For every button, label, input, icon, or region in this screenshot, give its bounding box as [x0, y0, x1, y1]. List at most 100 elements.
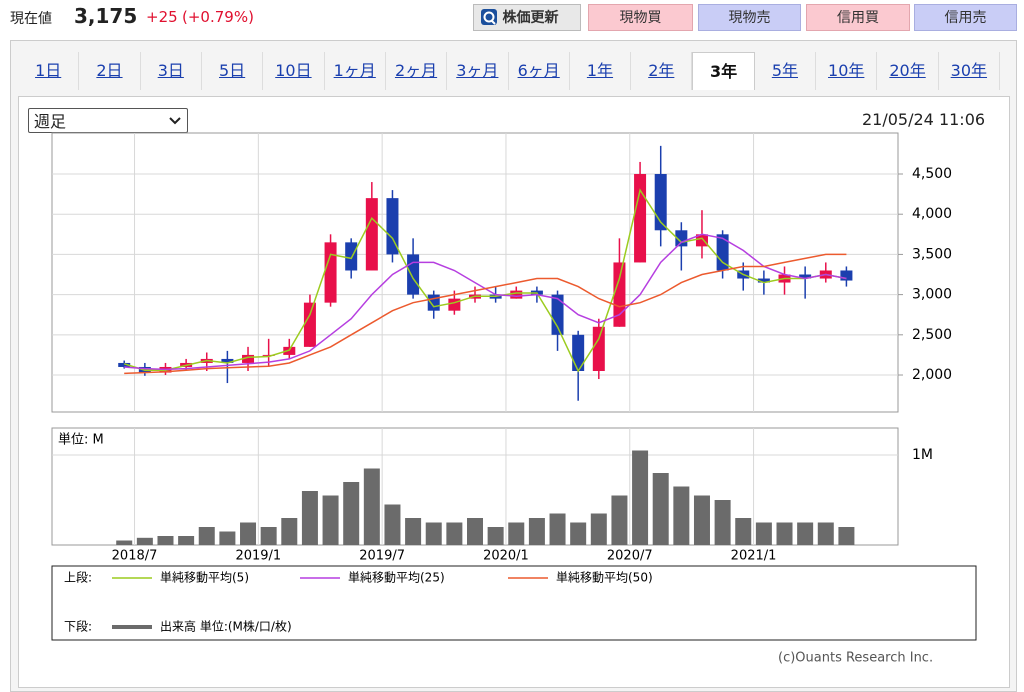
legend-label: 単純移動平均(25): [348, 571, 445, 585]
moving-average-line: [124, 253, 847, 375]
candle-body: [510, 290, 523, 299]
volume-bar: [673, 486, 690, 545]
period-tab[interactable]: 20年: [877, 52, 939, 90]
candle-body: [345, 242, 358, 271]
candle-body: [262, 354, 275, 356]
period-select[interactable]: 週足: [28, 108, 188, 133]
volume-bar: [611, 495, 628, 545]
volume-bar: [714, 500, 731, 545]
period-tab[interactable]: 10年: [816, 52, 878, 90]
volume-bar: [590, 513, 607, 545]
y-tick-label: 3,000: [912, 287, 952, 303]
cash-buy-button[interactable]: 現物買: [588, 4, 693, 31]
volume-bar: [157, 536, 174, 545]
volume-bar: [735, 518, 752, 545]
cash-sell-button[interactable]: 現物売: [698, 4, 801, 31]
period-tab[interactable]: 1日: [18, 52, 80, 90]
x-tick-label: 2021/1: [731, 549, 777, 564]
period-tab[interactable]: 5年: [755, 52, 817, 90]
volume-bar: [817, 522, 834, 545]
period-tab[interactable]: 2日: [79, 52, 141, 90]
candle-body: [283, 346, 296, 355]
price-plot-frame: [51, 132, 899, 413]
legend-label: 出来高 単位:(M株/口/枚): [160, 619, 292, 634]
volume-bar: [776, 522, 793, 545]
volume-bar: [198, 527, 215, 545]
candle-body: [613, 262, 626, 327]
y-tick-label: 4,500: [912, 166, 952, 182]
refresh-label: 株価更新: [502, 10, 559, 26]
y-tick-label: 1M: [912, 447, 933, 463]
volume-bar: [281, 518, 298, 545]
period-tab[interactable]: 2年: [631, 52, 693, 90]
select-chevron: [169, 117, 181, 125]
volume-bar: [405, 518, 422, 545]
margin-buy-button[interactable]: 信用買: [806, 4, 910, 31]
candle-body: [695, 234, 708, 247]
period-tab[interactable]: 3年: [692, 52, 755, 90]
volume-bar: [549, 513, 566, 545]
period-tab[interactable]: 1ヶ月: [325, 52, 386, 90]
y-tick-label: 3,500: [912, 246, 952, 262]
period-tabs: 1日 2日 3日 5日 10日 1ヶ月 2ヶ月 3ヶ月 6ヶ月 1年 2年 3年 5年 10年 20年 30年: [18, 52, 1000, 90]
refresh-icon: [481, 9, 497, 25]
period-tab[interactable]: 30年: [939, 52, 1000, 90]
y-tick-label: 4,000: [912, 206, 952, 222]
candle-body: [840, 270, 853, 281]
volume-bar: [260, 527, 277, 545]
period-tab[interactable]: 1年: [570, 52, 632, 90]
period-tab[interactable]: 3ヶ月: [447, 52, 509, 90]
margin-sell-button[interactable]: 信用売: [914, 4, 1017, 31]
candle-body: [118, 362, 131, 367]
candle-body: [365, 198, 378, 271]
y-tick-label: 2,500: [912, 327, 952, 343]
volume-bar: [570, 522, 587, 545]
volume-bar: [797, 522, 814, 545]
timestamp: 21/05/24 11:06: [862, 110, 986, 129]
candle-body: [572, 334, 585, 371]
y-tick-label: 2,000: [912, 367, 952, 383]
volume-unit-label: 単位: M: [58, 432, 104, 448]
volume-bar: [219, 531, 236, 545]
period-tab[interactable]: 6ヶ月: [509, 52, 570, 90]
period-tab[interactable]: 5日: [202, 52, 264, 90]
candle-body: [303, 302, 316, 347]
period-tab[interactable]: 10日: [263, 52, 325, 90]
volume-bar: [755, 522, 772, 545]
volume-bar: [116, 540, 133, 545]
legend-upper-label: 上段:: [64, 570, 92, 585]
period-tab[interactable]: 3日: [141, 52, 202, 90]
candle-body: [242, 354, 255, 363]
candle-body: [799, 274, 812, 279]
legend-lower-label: 下段:: [64, 619, 92, 634]
legend-label: 単純移動平均(50): [556, 571, 653, 585]
moving-average-line: [123, 188, 847, 373]
volume-bar: [136, 537, 153, 545]
period-tab[interactable]: 2ヶ月: [386, 52, 448, 90]
candle-body: [551, 294, 564, 335]
candle-body: [716, 234, 729, 271]
copyright: (c)Ouants Research Inc.: [778, 651, 933, 666]
x-tick-label: 2020/1: [483, 549, 529, 564]
x-tick-label: 2018/7: [112, 549, 158, 564]
candle-body: [448, 298, 461, 311]
volume-bar: [425, 522, 442, 545]
candle-body: [386, 198, 399, 255]
candle-body: [407, 254, 420, 295]
candle-body: [221, 358, 234, 363]
volume-bar: [178, 536, 195, 545]
volume-bar: [467, 518, 483, 545]
current-label: 現在値: [10, 11, 52, 27]
volume-bar: [632, 450, 649, 545]
volume-bar: [446, 522, 463, 545]
refresh-button[interactable]: 株価更新: [473, 4, 581, 31]
volume-bar: [652, 473, 669, 545]
current-price: 3,175: [74, 4, 138, 28]
volume-bar: [508, 522, 525, 545]
volume-bar: [363, 468, 380, 545]
price-change: +25: [146, 8, 178, 26]
volume-bar: [301, 491, 318, 545]
volume-bar: [693, 495, 710, 545]
volume-bar: [838, 527, 855, 545]
